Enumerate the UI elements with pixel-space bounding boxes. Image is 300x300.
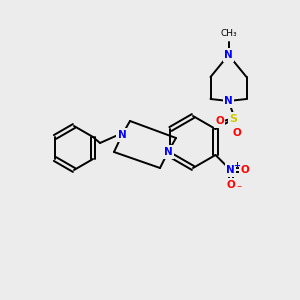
Text: N: N (118, 130, 126, 140)
Text: O: O (226, 180, 235, 190)
Text: N: N (224, 96, 233, 106)
Text: O: O (232, 128, 241, 138)
Text: S: S (230, 114, 238, 124)
Text: O: O (240, 165, 249, 175)
Text: N: N (164, 147, 172, 157)
Text: O: O (215, 116, 224, 126)
Text: N: N (226, 165, 235, 175)
Text: +: + (233, 160, 240, 169)
Text: N: N (224, 50, 233, 60)
Text: ⁻: ⁻ (236, 184, 241, 194)
Text: CH₃: CH₃ (220, 29, 237, 38)
